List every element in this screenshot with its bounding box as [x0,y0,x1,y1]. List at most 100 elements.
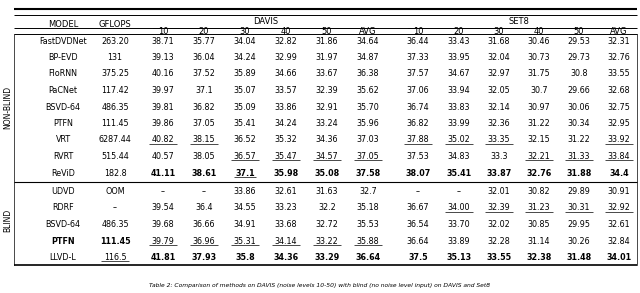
Text: 30.8: 30.8 [570,69,588,79]
Text: 111.45: 111.45 [101,119,129,128]
Text: 35.13: 35.13 [447,253,472,262]
Text: 515.44: 515.44 [101,152,129,161]
Text: PaCNet: PaCNet [49,86,77,95]
Text: 33.55: 33.55 [607,69,630,79]
Text: 34.87: 34.87 [356,53,380,62]
Text: PTFN: PTFN [53,119,73,128]
Text: 34.24: 34.24 [234,53,256,62]
Text: 33.35: 33.35 [488,135,510,144]
Text: 33.23: 33.23 [275,204,298,212]
Text: 31.88: 31.88 [566,168,592,178]
Text: 33.84: 33.84 [608,152,630,161]
Text: 33.67: 33.67 [316,69,339,79]
Text: 29.73: 29.73 [568,53,591,62]
Text: 34.4: 34.4 [609,168,629,178]
Text: 31.23: 31.23 [528,204,550,212]
Text: 36.38: 36.38 [356,69,380,79]
Text: NON-BLIND: NON-BLIND [3,86,13,129]
Text: 32.99: 32.99 [275,53,298,62]
Text: 34.57: 34.57 [316,152,339,161]
Text: BSVD-64: BSVD-64 [45,103,81,112]
Text: 29.66: 29.66 [568,86,590,95]
Text: 32.68: 32.68 [608,86,630,95]
Text: 31.63: 31.63 [316,187,339,196]
Text: VRT: VRT [56,135,70,144]
Text: Table 2: Comparison of methods on DAVIS (noise levels 10-50) with blind (no nois: Table 2: Comparison of methods on DAVIS … [149,283,491,288]
Text: 36.74: 36.74 [406,103,429,112]
Text: –: – [202,187,206,196]
Text: 32.36: 32.36 [488,119,510,128]
Text: 37.58: 37.58 [355,168,381,178]
Text: 32.91: 32.91 [316,103,339,112]
Text: FastDVDNet: FastDVDNet [39,37,87,45]
Text: 34.66: 34.66 [275,69,297,79]
Text: 30.7: 30.7 [530,86,548,95]
Text: 32.84: 32.84 [608,236,630,246]
Text: 32.14: 32.14 [488,103,510,112]
Text: 31.68: 31.68 [488,37,510,45]
Text: 35.31: 35.31 [234,236,256,246]
Text: 34.36: 34.36 [273,253,299,262]
Text: 37.52: 37.52 [193,69,216,79]
Text: 486.35: 486.35 [101,103,129,112]
Text: 37.03: 37.03 [356,135,380,144]
Text: ReViD: ReViD [51,168,75,178]
Text: 32.7: 32.7 [359,187,377,196]
Text: 33.94: 33.94 [448,86,470,95]
Text: 31.22: 31.22 [527,119,550,128]
Text: 31.33: 31.33 [568,152,590,161]
Text: 32.31: 32.31 [608,37,630,45]
Text: 29.89: 29.89 [568,187,591,196]
Text: 39.68: 39.68 [152,220,174,229]
Text: –: – [416,187,420,196]
Text: 36.66: 36.66 [193,220,215,229]
Text: 32.61: 32.61 [608,220,630,229]
Text: 34.01: 34.01 [607,253,632,262]
Text: 33.86: 33.86 [275,103,297,112]
Text: 32.39: 32.39 [316,86,339,95]
Text: RDRF: RDRF [52,204,74,212]
Text: 32.76: 32.76 [607,53,630,62]
Text: 35.62: 35.62 [356,86,380,95]
Text: 30.82: 30.82 [528,187,550,196]
Text: 31.14: 31.14 [528,236,550,246]
Text: 30.73: 30.73 [528,53,550,62]
Text: 33.83: 33.83 [448,103,470,112]
Text: 33.89: 33.89 [448,236,470,246]
Text: 40.82: 40.82 [152,135,174,144]
Text: 32.28: 32.28 [488,236,510,246]
Text: 37.1: 37.1 [195,86,213,95]
Text: 37.53: 37.53 [406,152,429,161]
Text: –: – [161,187,165,196]
Text: 30.31: 30.31 [568,204,590,212]
Text: 35.02: 35.02 [447,135,470,144]
Text: 37.88: 37.88 [406,135,429,144]
Text: 33.55: 33.55 [486,253,511,262]
Text: 35.18: 35.18 [356,204,380,212]
Text: 30.85: 30.85 [528,220,550,229]
Text: 39.79: 39.79 [152,236,175,246]
Text: 34.24: 34.24 [275,119,298,128]
Text: 37.93: 37.93 [191,253,216,262]
Text: MODEL: MODEL [48,20,78,29]
Text: OOM: OOM [105,187,125,196]
Text: 34.91: 34.91 [234,220,256,229]
Text: BSVD-64: BSVD-64 [45,220,81,229]
Text: –: – [457,187,461,196]
Text: 6287.44: 6287.44 [99,135,131,144]
Text: 35.47: 35.47 [275,152,298,161]
Text: RVRT: RVRT [53,152,73,161]
Text: 34.55: 34.55 [234,204,257,212]
Text: 116.5: 116.5 [104,253,126,262]
Text: 30.26: 30.26 [568,236,590,246]
Text: 34.00: 34.00 [448,204,470,212]
Text: 37.1: 37.1 [235,168,255,178]
Text: 37.57: 37.57 [406,69,429,79]
Text: 39.54: 39.54 [152,204,174,212]
Text: 32.15: 32.15 [527,135,550,144]
Text: 35.07: 35.07 [234,86,257,95]
Text: DAVIS: DAVIS [253,17,278,26]
Text: 33.57: 33.57 [275,86,298,95]
Text: 36.82: 36.82 [193,103,215,112]
Text: 32.82: 32.82 [275,37,298,45]
